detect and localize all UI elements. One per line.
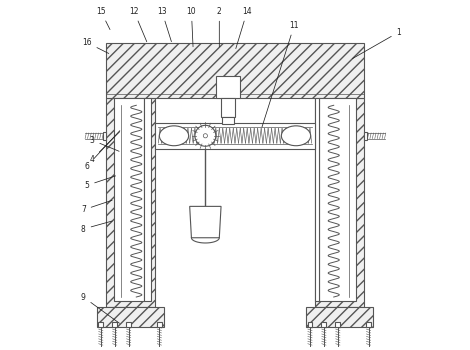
- Text: 2: 2: [217, 7, 222, 47]
- Text: 7: 7: [81, 200, 112, 214]
- Text: 14: 14: [236, 7, 252, 49]
- Bar: [222, 118, 234, 124]
- Polygon shape: [190, 206, 221, 238]
- Bar: [157, 322, 162, 327]
- Text: 3: 3: [90, 136, 119, 151]
- Text: 13: 13: [157, 7, 172, 42]
- Bar: [106, 43, 364, 98]
- Bar: [98, 322, 103, 327]
- Bar: [126, 322, 131, 327]
- Text: 6: 6: [85, 131, 120, 171]
- Bar: [112, 322, 117, 327]
- Bar: [319, 98, 356, 301]
- Text: 16: 16: [82, 38, 109, 54]
- Bar: [102, 132, 106, 140]
- Bar: [364, 132, 368, 140]
- Bar: [307, 322, 313, 327]
- Bar: [216, 76, 240, 98]
- Bar: [155, 123, 315, 149]
- Text: 8: 8: [81, 221, 112, 233]
- Bar: [106, 98, 155, 307]
- Bar: [366, 322, 371, 327]
- Text: 11: 11: [262, 21, 299, 127]
- Bar: [321, 322, 326, 327]
- Ellipse shape: [159, 126, 188, 146]
- Text: 10: 10: [187, 7, 196, 47]
- Bar: [97, 307, 164, 327]
- Text: 9: 9: [81, 293, 119, 323]
- Text: 15: 15: [96, 7, 110, 30]
- Text: 12: 12: [129, 7, 147, 42]
- Bar: [306, 307, 373, 327]
- Bar: [315, 98, 364, 307]
- Text: 1: 1: [352, 28, 401, 58]
- Bar: [144, 98, 151, 301]
- Text: 5: 5: [85, 176, 116, 190]
- Circle shape: [195, 125, 216, 146]
- Ellipse shape: [282, 126, 311, 146]
- Bar: [221, 98, 235, 118]
- Text: 4: 4: [90, 132, 120, 164]
- Circle shape: [204, 134, 207, 138]
- Bar: [315, 98, 319, 301]
- Bar: [114, 98, 144, 301]
- Bar: [336, 322, 340, 327]
